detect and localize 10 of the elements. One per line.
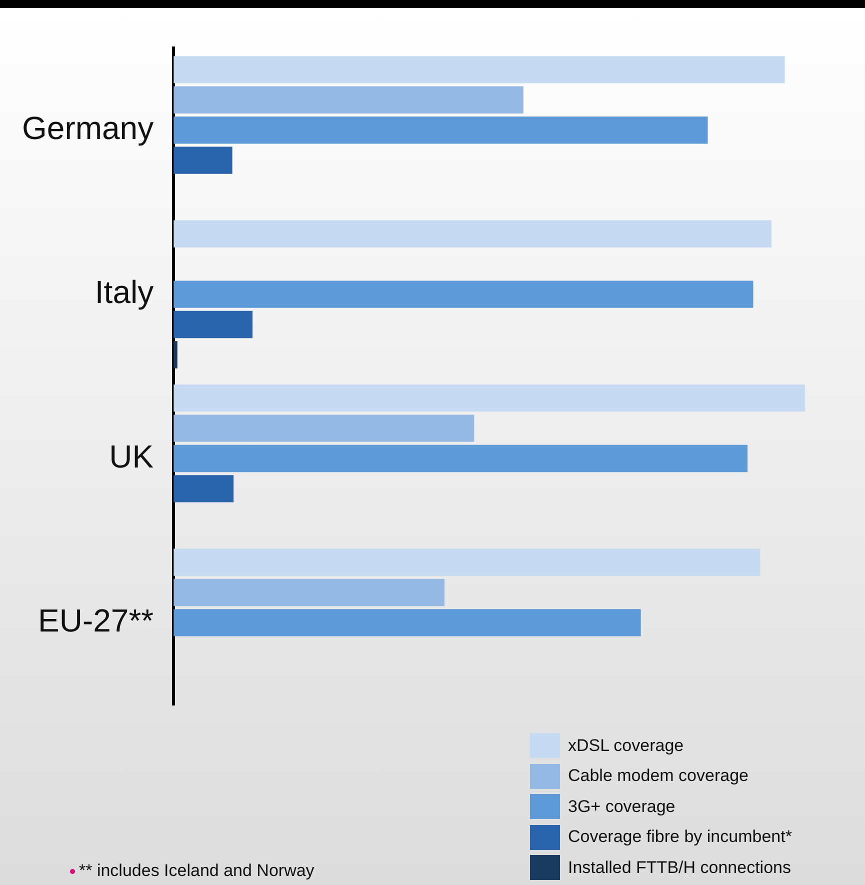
y-tick-label: Germany [22,110,154,146]
legend-label: xDSL coverage [568,736,684,756]
y-tick-label: Italy [94,274,154,310]
legend-label: Cable modem coverage [568,766,748,786]
text: ** includes Iceland and Norway [79,861,314,880]
legend-label: 3G+ coverage [568,796,676,817]
legend-label: Coverage fibre by incumbent* [568,827,792,848]
legend-label: Installed FTTB/H connections [568,858,791,878]
y-tick-label: UK [109,438,154,474]
y-tick-label: EU-27** [38,602,154,639]
